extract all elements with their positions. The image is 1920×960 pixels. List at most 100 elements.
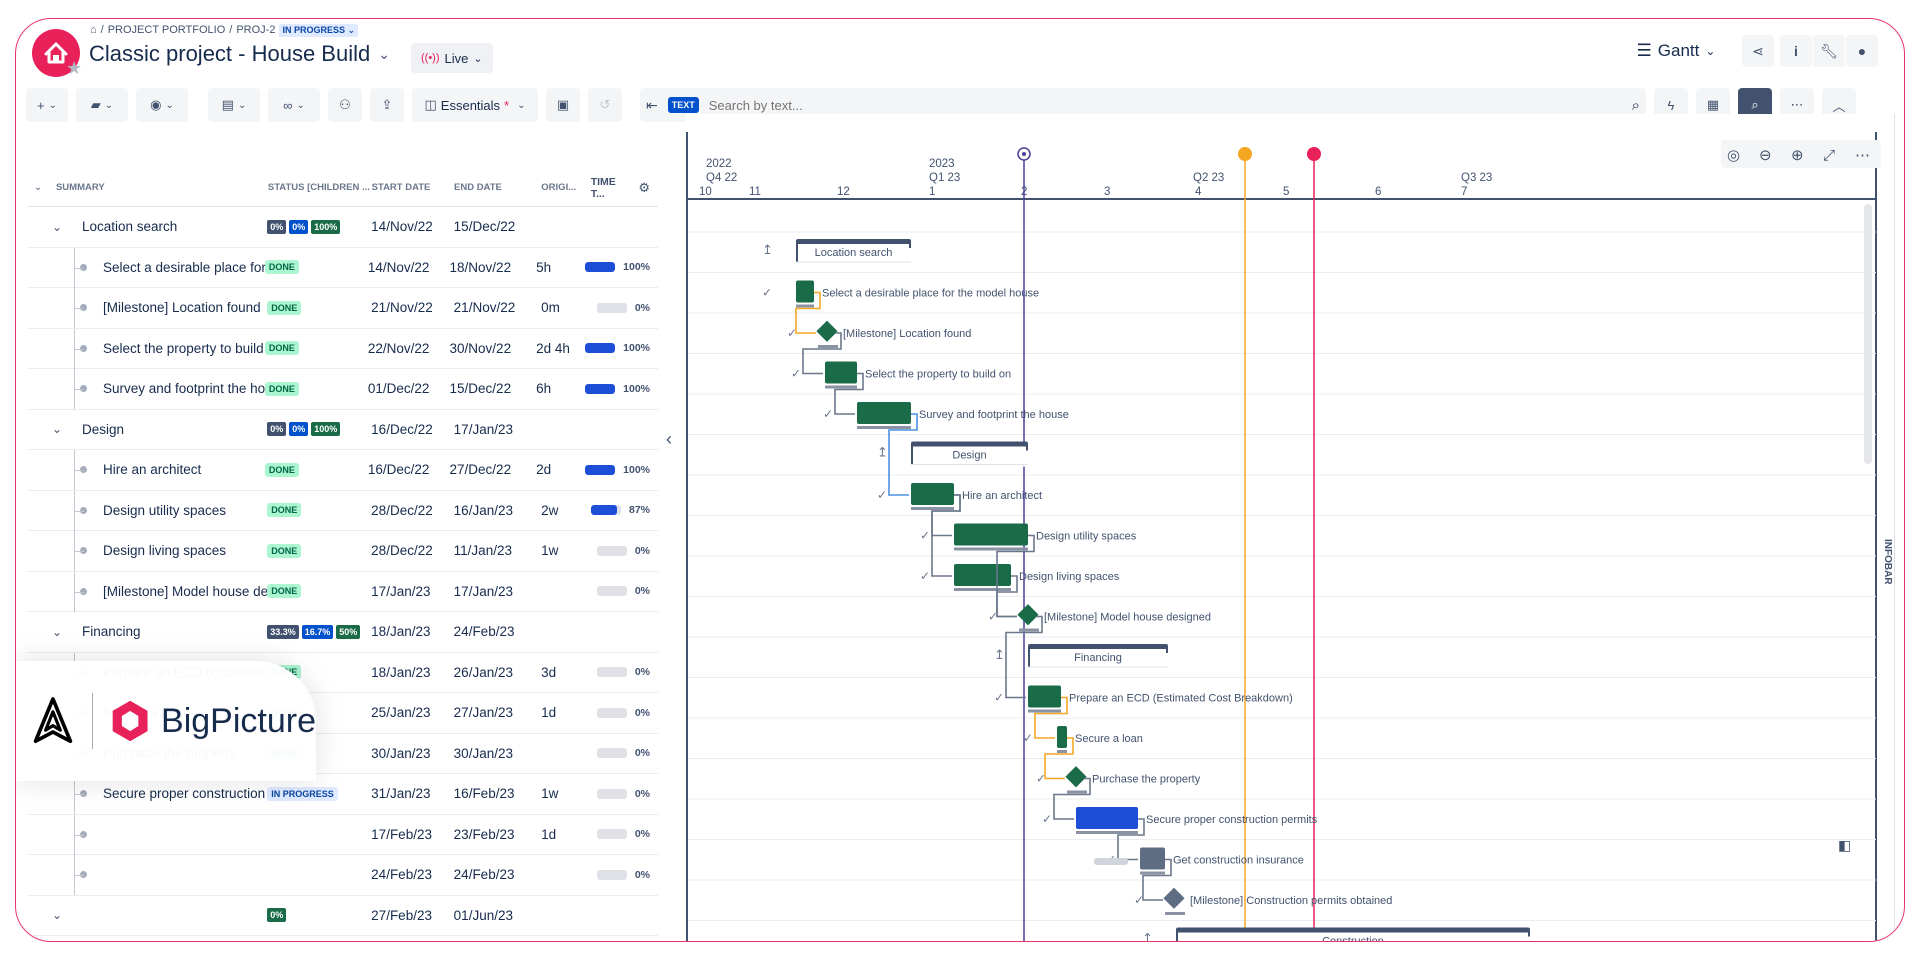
task-row[interactable]: Select a desirable place for the... DONE… <box>28 247 658 288</box>
breadcrumb-project-key[interactable]: PROJ-2 <box>236 24 276 36</box>
col-original-estimate[interactable]: ORIGI... <box>541 182 577 193</box>
group-row[interactable]: ⌄ 0% 27/Feb/23 01/Jun/23 <box>28 896 658 936</box>
visibility-button[interactable]: ◉ ⌄ <box>136 88 188 122</box>
end-date[interactable]: 30/Jan/23 <box>453 745 513 761</box>
group-row[interactable]: ⌄ Financing 33.3% 16.7% 50% 18/Jan/23 24/Fe… <box>28 612 658 653</box>
start-date[interactable]: 25/Jan/23 <box>371 705 431 721</box>
task-row[interactable]: [Milestone] Location found DONE 21/Nov/2… <box>28 288 658 329</box>
col-summary[interactable]: SUMMARY <box>55 182 105 193</box>
col-status[interactable]: STATUS [CHILDREN ... <box>267 182 370 193</box>
view-preset-selector[interactable]: ◫ Essentials * ⌄ <box>412 88 538 122</box>
status-badge[interactable]: DONE <box>264 341 299 356</box>
start-date[interactable]: 01/Dec/22 <box>367 381 430 397</box>
infobar-tab[interactable]: INFOBAR <box>1882 539 1893 585</box>
task-row[interactable]: Design living spaces DONE 28/Dec/22 11/J… <box>28 531 658 572</box>
task-row[interactable]: Select the property to build on DONE 22/… <box>28 328 658 369</box>
status-badge[interactable]: DONE <box>267 503 302 518</box>
columns-button[interactable]: ▤ ⌄ <box>208 88 260 122</box>
end-date[interactable]: 16/Feb/23 <box>453 786 515 802</box>
start-date[interactable]: 31/Jan/23 <box>371 786 431 802</box>
end-date[interactable]: 24/Feb/23 <box>453 624 515 640</box>
folder-button[interactable]: ▰ ⌄ <box>76 88 128 122</box>
end-date[interactable]: 23/Feb/23 <box>453 826 515 842</box>
start-date[interactable]: 14/Nov/22 <box>367 259 430 275</box>
original-estimate[interactable]: 2d 4h <box>536 340 570 356</box>
save-button[interactable]: ▣ <box>546 88 580 122</box>
status-badge[interactable]: DONE <box>264 260 299 275</box>
row-summary[interactable]: Select a desirable place for the... <box>103 259 265 275</box>
task-row[interactable]: [Milestone] Model house desig... DONE 17… <box>28 571 658 612</box>
start-date[interactable]: 16/Dec/22 <box>367 462 430 478</box>
search-mode-tag[interactable]: TEXT <box>667 97 699 113</box>
row-summary[interactable]: Design living spaces <box>103 543 227 559</box>
chevron-down-icon[interactable]: ⌄ <box>52 624 63 639</box>
original-estimate[interactable]: 6h <box>536 381 552 397</box>
end-date[interactable]: 18/Nov/22 <box>449 259 512 275</box>
end-date[interactable]: 15/Dec/22 <box>453 219 516 235</box>
col-start-date[interactable]: START DATE <box>371 182 431 193</box>
row-summary[interactable]: Secure proper construction pe... <box>103 786 267 802</box>
end-date[interactable]: 17/Jan/23 <box>453 583 513 599</box>
start-date[interactable]: 24/Feb/23 <box>371 867 432 883</box>
row-summary[interactable]: [Milestone] Location found <box>103 300 261 316</box>
start-date[interactable]: 17/Feb/23 <box>371 826 432 842</box>
row-summary[interactable]: Location search <box>82 219 178 235</box>
end-date[interactable]: 24/Feb/23 <box>453 867 515 883</box>
start-date[interactable]: 22/Nov/22 <box>367 340 430 356</box>
row-summary[interactable]: Survey and footprint the house <box>103 381 265 397</box>
end-date[interactable]: 16/Jan/23 <box>453 502 513 518</box>
start-date[interactable]: 14/Nov/22 <box>371 219 433 235</box>
start-date[interactable]: 17/Jan/23 <box>371 583 431 599</box>
start-date[interactable]: 18/Jan/23 <box>371 624 431 640</box>
settings-button[interactable]: 🔧︎ <box>1813 35 1845 67</box>
info-button[interactable]: i <box>1780 35 1812 67</box>
search-input[interactable] <box>708 97 1622 113</box>
original-estimate[interactable]: 2w <box>541 502 559 518</box>
task-row[interactable]: 17/Feb/23 23/Feb/23 1d 0% <box>28 814 658 855</box>
original-estimate[interactable]: 2d <box>536 462 552 478</box>
start-date[interactable]: 27/Feb/23 <box>371 907 432 923</box>
row-summary[interactable]: Financing <box>82 624 141 640</box>
end-date[interactable]: 15/Dec/22 <box>449 381 512 397</box>
start-date[interactable]: 18/Jan/23 <box>371 664 431 680</box>
original-estimate[interactable]: 1w <box>541 786 559 802</box>
start-date[interactable]: 16/Dec/22 <box>371 421 433 437</box>
row-summary[interactable]: Hire an architect <box>103 462 202 478</box>
task-row[interactable]: 24/Feb/23 24/Feb/23 0% <box>28 855 658 896</box>
end-date[interactable]: 30/Nov/22 <box>449 340 512 356</box>
start-date[interactable]: 28/Dec/22 <box>371 543 433 559</box>
start-date[interactable]: 21/Nov/22 <box>371 300 433 316</box>
export-button[interactable]: ⇪ <box>370 88 404 122</box>
task-row[interactable]: Secure proper construction pe... IN PROG… <box>28 774 658 815</box>
end-date[interactable]: 26/Jan/23 <box>453 664 513 680</box>
end-date[interactable]: 11/Jan/23 <box>453 543 512 559</box>
status-badge[interactable]: DONE <box>267 584 302 599</box>
original-estimate[interactable]: 0m <box>541 300 560 316</box>
task-row[interactable]: Design utility spaces DONE 28/Dec/22 16/… <box>28 490 658 531</box>
row-summary[interactable]: Select the property to build on <box>103 340 265 356</box>
col-time-tracking[interactable]: TIME T... <box>590 175 616 200</box>
end-date[interactable]: 01/Jun/23 <box>453 907 513 923</box>
live-button[interactable]: ((•)) Live ⌄ <box>411 43 493 73</box>
group-row[interactable]: ⌄ Location search 0% 0% 100% 14/Nov/22 15/D… <box>28 207 658 248</box>
original-estimate[interactable]: 1d <box>541 826 557 842</box>
app-logo[interactable] <box>32 29 80 77</box>
status-badge[interactable]: DONE <box>267 543 302 558</box>
chevron-down-icon[interactable]: ⌄ <box>52 908 63 923</box>
home-icon[interactable]: ⌂ <box>90 24 97 36</box>
team-button[interactable]: ⚇ <box>328 88 362 122</box>
original-estimate[interactable]: 1w <box>541 543 559 559</box>
gear-icon[interactable]: ⚙ <box>638 179 650 195</box>
original-estimate[interactable]: 5h <box>536 259 552 275</box>
undo-button[interactable]: ↺ <box>588 88 622 122</box>
start-date[interactable]: 28/Dec/22 <box>371 502 433 518</box>
end-date[interactable]: 27/Jan/23 <box>453 705 513 721</box>
row-summary[interactable]: [Milestone] Model house desig... <box>103 583 268 599</box>
project-title[interactable]: Classic project - House Build ⌄ <box>89 39 390 69</box>
row-summary[interactable]: Design <box>82 421 125 437</box>
status-badge[interactable]: DONE <box>267 300 302 315</box>
search-icon[interactable]: ⌕ <box>1631 96 1640 114</box>
user-button[interactable]: ● <box>1846 35 1878 67</box>
chevron-down-icon[interactable]: ⌄ <box>52 422 63 437</box>
link-button[interactable]: ∞ ⌄ <box>268 88 320 122</box>
